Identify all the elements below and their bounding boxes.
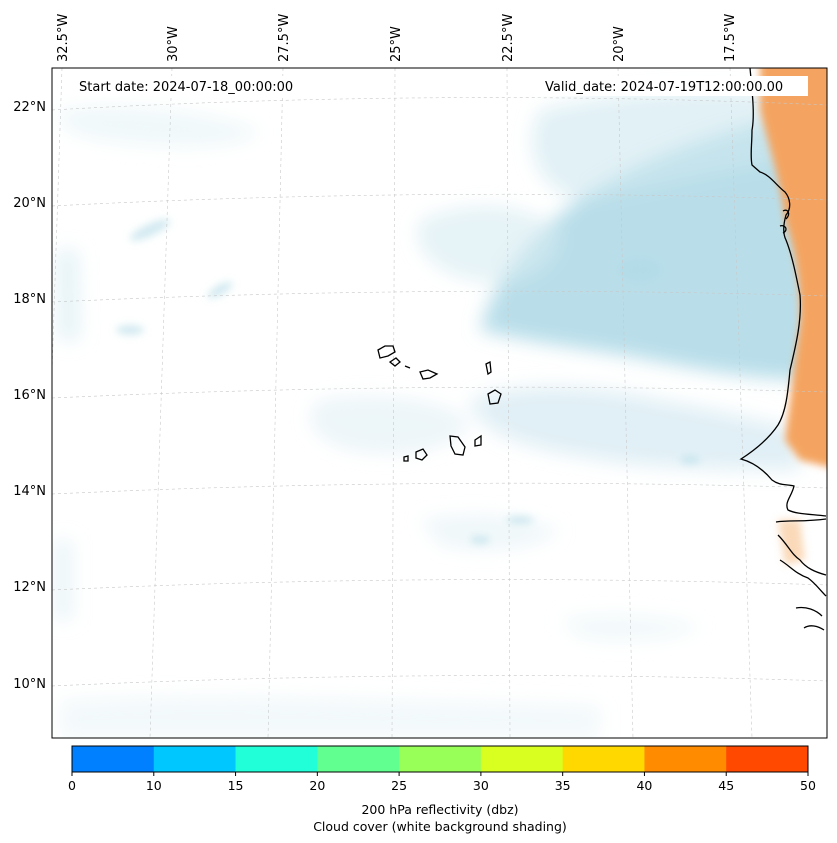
- colorbar-segment: [317, 746, 400, 772]
- lon-label: 32.5°W: [56, 14, 71, 62]
- colorbar-tick-label: 50: [800, 778, 816, 793]
- lat-label: 14°N: [13, 484, 46, 499]
- colorbar-segment: [480, 746, 564, 772]
- cape-verde-islands: [377, 345, 502, 462]
- lon-label: 25°W: [389, 26, 404, 62]
- colorbar-segment: [72, 746, 155, 772]
- valid-date-label: Valid_date: 2024-07-19T12:00:00.00: [545, 80, 783, 95]
- colorbar-ticks: 0 10 15 20 25 30 35 40 45 50: [68, 772, 816, 793]
- lon-label: 17.5°W: [723, 14, 738, 62]
- map-frame: [51, 67, 828, 739]
- colorbar-segments: [72, 746, 809, 772]
- colorbar-segment: [399, 746, 482, 772]
- colorbar-tick-label: 30: [473, 778, 489, 793]
- latitude-labels: 22°N 20°N 18°N 16°N 14°N 12°N 10°N: [13, 100, 46, 692]
- lat-label: 18°N: [13, 292, 46, 307]
- colorbar-segment: [644, 746, 727, 772]
- lat-label: 20°N: [13, 196, 46, 211]
- lat-label: 16°N: [13, 388, 46, 403]
- longitude-labels: 32.5°W 30°W 27.5°W 25°W 22.5°W 20°W 17.5…: [56, 14, 738, 62]
- start-date-label: Start date: 2024-07-18_00:00:00: [79, 80, 293, 95]
- colorbar-sublabel: Cloud cover (white background shading): [313, 819, 567, 834]
- colorbar: 0 10 15 20 25 30 35 40 45 50 200 hPa reflectivity…: [68, 745, 816, 834]
- colorbar-tick-label: 20: [309, 778, 325, 793]
- lon-label: 22.5°W: [501, 14, 516, 62]
- colorbar-tick-label: 35: [555, 778, 571, 793]
- map-layers: [52, 68, 827, 738]
- lon-label: 20°W: [612, 26, 627, 62]
- valid-date-box: [538, 76, 808, 96]
- lon-label: 27.5°W: [277, 14, 292, 62]
- colorbar-frame: [71, 745, 809, 773]
- colorbar-tick-label: 10: [146, 778, 162, 793]
- cloud-streaks: [116, 219, 700, 544]
- colorbar-tick-label: 40: [636, 778, 652, 793]
- graticule: [52, 68, 827, 738]
- lat-label: 10°N: [13, 677, 46, 692]
- land-shading: [760, 68, 827, 565]
- lon-label: 30°W: [166, 26, 181, 62]
- colorbar-segment: [726, 746, 809, 772]
- colorbar-tick-label: 0: [68, 778, 76, 793]
- colorbar-label: 200 hPa reflectivity (dbz): [361, 802, 518, 817]
- cloud-cover-shading: [54, 90, 810, 738]
- colorbar-segment: [153, 746, 237, 772]
- lat-label: 22°N: [13, 100, 46, 115]
- coastline-africa: [739, 68, 827, 631]
- colorbar-segment: [562, 746, 645, 772]
- colorbar-segment: [235, 746, 318, 772]
- colorbar-tick-label: 45: [718, 778, 734, 793]
- lat-label: 12°N: [13, 580, 46, 595]
- start-date-box: [72, 76, 310, 96]
- colorbar-tick-label: 15: [228, 778, 244, 793]
- colorbar-tick-label: 25: [391, 778, 407, 793]
